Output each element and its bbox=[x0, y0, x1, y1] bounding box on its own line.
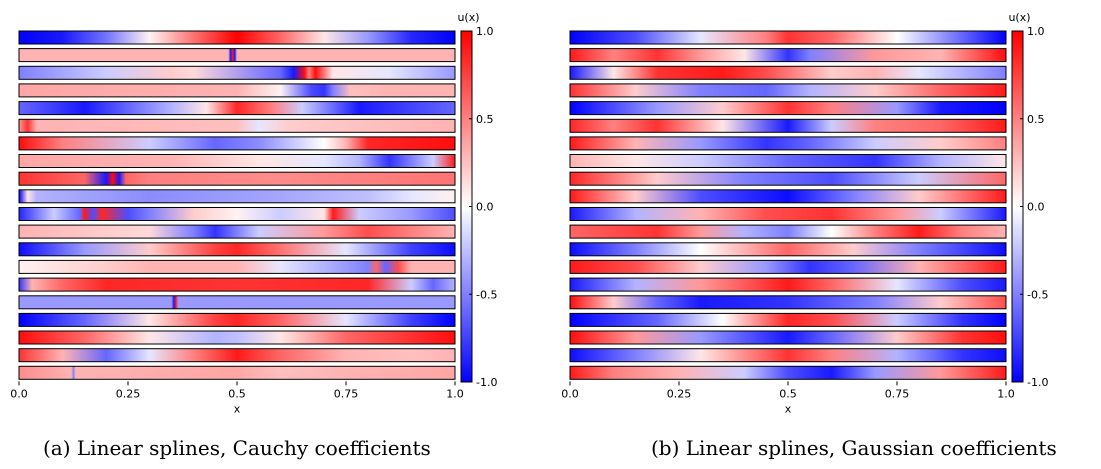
heatmap-strip bbox=[18, 101, 456, 116]
heatmap-strip bbox=[569, 207, 1007, 221]
heatmap-strip bbox=[569, 65, 1007, 80]
heatmap-strip bbox=[569, 312, 1007, 327]
x-axis-label: x bbox=[785, 402, 792, 415]
heatmap-strip bbox=[18, 154, 456, 168]
heatmap-strip bbox=[18, 118, 456, 133]
caption-b: (b) Linear splines, Gaussian coefficient… bbox=[651, 436, 1057, 460]
x-tick-label: 0.5 bbox=[228, 387, 246, 400]
heatmap-strip bbox=[569, 242, 1007, 257]
heatmap-strip bbox=[569, 48, 1007, 63]
heatmap-strip bbox=[569, 348, 1007, 363]
colorbar-tick-label: -1.0 bbox=[476, 376, 497, 389]
heatmap-strip bbox=[569, 83, 1007, 98]
heatmap-strip bbox=[569, 118, 1007, 133]
heatmap-strip bbox=[18, 348, 456, 363]
caption-a: (a) Linear splines, Cauchy coefficients bbox=[43, 436, 431, 460]
heatmap-strip bbox=[18, 277, 456, 292]
x-tick-label: 0.0 bbox=[561, 387, 579, 400]
x-tick-label: 0.5 bbox=[779, 387, 797, 400]
heatmap-strip bbox=[569, 136, 1007, 151]
x-tick-label: 1.0 bbox=[997, 387, 1015, 400]
colorbar-label: u(x) bbox=[457, 11, 479, 24]
colorbar-label: u(x) bbox=[1008, 11, 1030, 24]
heatmap-strip bbox=[569, 365, 1007, 380]
heatmap-strip bbox=[18, 207, 456, 221]
heatmap-chart-a: 0.0 0.25 0.5 0.75 1.0 x 1.0 0.5 0.0 -0.5 -1.0 u(x) bbox=[10, 11, 497, 415]
x-axis-label: x bbox=[234, 402, 241, 415]
heatmap-strip bbox=[18, 136, 456, 151]
heatmap-strip bbox=[18, 189, 456, 204]
x-tick-label: 0.75 bbox=[334, 387, 359, 400]
heatmap-strip bbox=[18, 312, 456, 327]
heatmap-strip bbox=[569, 171, 1007, 186]
heatmap-strip bbox=[18, 259, 456, 274]
x-tick-label: 0.75 bbox=[885, 387, 910, 400]
heatmap-strip bbox=[18, 330, 456, 345]
heatmap-strip bbox=[569, 189, 1007, 204]
heatmap-strip bbox=[18, 171, 456, 186]
heatmap-strip bbox=[569, 330, 1007, 345]
colorbar-tick-label: 1.0 bbox=[476, 25, 494, 38]
heatmap-strip bbox=[18, 48, 456, 63]
heatmap-strip bbox=[569, 295, 1007, 310]
colorbar-tick-label: -1.0 bbox=[1027, 376, 1048, 389]
x-tick-label: 0.0 bbox=[10, 387, 28, 400]
colorbar-tick-label: 1.0 bbox=[1027, 25, 1045, 38]
colorbar-tick-label: 0.5 bbox=[476, 113, 494, 126]
heatmap-strip bbox=[18, 30, 456, 45]
x-tick-label: 0.25 bbox=[667, 387, 692, 400]
heatmap-strip bbox=[18, 224, 456, 239]
colorbar-tick-label: -0.5 bbox=[476, 288, 497, 301]
heatmap-strip bbox=[569, 101, 1007, 116]
x-tick-label: 1.0 bbox=[446, 387, 464, 400]
heatmap-strip bbox=[18, 242, 456, 257]
colorbar-tick-label: 0.0 bbox=[476, 201, 494, 214]
heatmap-strip bbox=[569, 30, 1007, 45]
colorbar-tick-label: -0.5 bbox=[1027, 288, 1048, 301]
heatmap-strip bbox=[569, 154, 1007, 168]
heatmap-strip bbox=[569, 224, 1007, 239]
colorbar-tick-label: 0.5 bbox=[1027, 113, 1045, 126]
colorbar-tick-label: 0.0 bbox=[1027, 201, 1045, 214]
chart-panel-b: 0.0 0.25 0.5 0.75 1.0 x 1.0 0.5 0.0 -0.5 -1.0 u(x) bbox=[551, 0, 1101, 430]
heatmap-chart-b: 0.0 0.25 0.5 0.75 1.0 x 1.0 0.5 0.0 -0.5 -1.0 u(x) bbox=[561, 11, 1048, 415]
heatmap-strip bbox=[569, 259, 1007, 274]
heatmap-strip bbox=[18, 365, 456, 380]
heatmap-strip bbox=[569, 277, 1007, 292]
heatmap-strip bbox=[18, 65, 456, 80]
x-tick-label: 0.25 bbox=[116, 387, 141, 400]
heatmap-strip bbox=[18, 83, 456, 98]
chart-panel-a: 0.0 0.25 0.5 0.75 1.0 x 1.0 0.5 0.0 -0.5 -1.0 u(x) bbox=[0, 0, 550, 430]
heatmap-strip bbox=[18, 295, 456, 310]
